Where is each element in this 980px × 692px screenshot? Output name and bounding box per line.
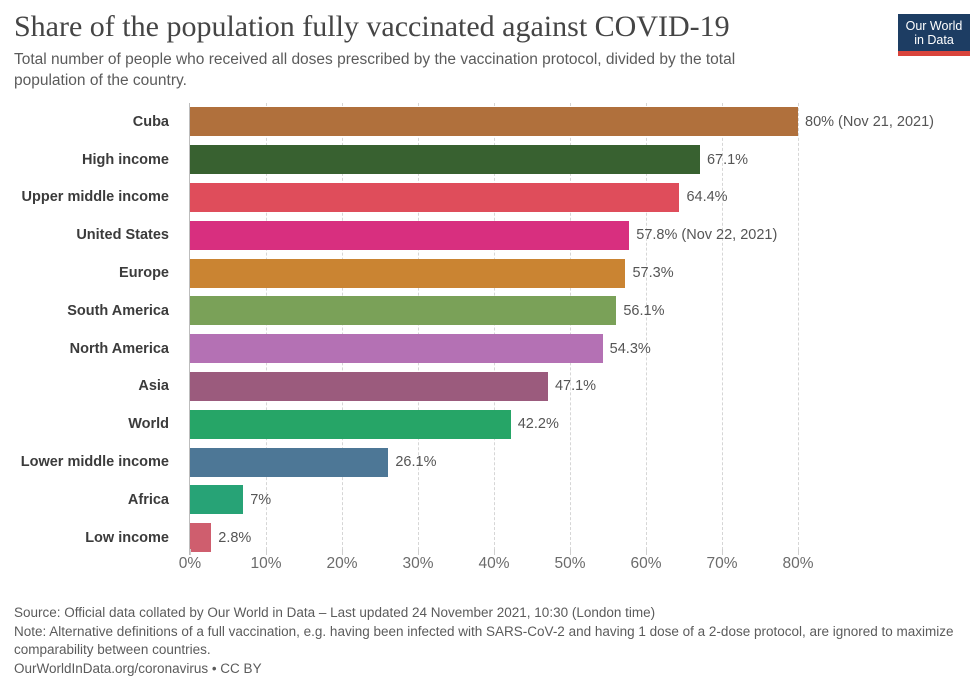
bar-value-label: 56.1%: [623, 302, 665, 319]
bar-row[interactable]: Africa 7%: [0, 481, 980, 519]
x-tick-mark: [798, 549, 799, 555]
x-tick-mark: [418, 549, 419, 555]
bar[interactable]: [190, 485, 244, 515]
bar-container: 54.3%: [190, 334, 651, 364]
x-tick-mark: [570, 549, 571, 555]
bar-row[interactable]: Low income 2.8%: [0, 519, 980, 557]
bar[interactable]: [190, 145, 700, 175]
bar-category-label: Upper middle income: [21, 189, 169, 206]
bar-row[interactable]: Cuba 80% (Nov 21, 2021): [0, 103, 980, 141]
bar[interactable]: [190, 447, 389, 477]
bar[interactable]: [190, 523, 212, 553]
bar-row[interactable]: Asia 47.1%: [0, 368, 980, 406]
x-tick-label: 0%: [178, 555, 202, 572]
bar-category-label: United States: [76, 227, 169, 244]
bar-value-label: 42.2%: [517, 416, 559, 433]
chart-header: Share of the population fully vaccinated…: [14, 10, 874, 91]
x-tick-mark: [494, 549, 495, 555]
x-tick-label: 50%: [554, 555, 586, 572]
bar-category-label: Cuba: [132, 113, 169, 130]
our-world-in-data-logo[interactable]: Our World in Data: [898, 14, 970, 56]
x-tick-label: 70%: [706, 555, 738, 572]
bar-value-label: 2.8%: [218, 529, 252, 546]
plot-area: Cuba 80% (Nov 21, 2021) High income 67.1% Up…: [0, 103, 980, 572]
bar-container: 2.8%: [190, 523, 252, 553]
chart-subtitle: Total number of people who received all …: [14, 51, 736, 89]
bar-row[interactable]: World 42.2%: [0, 405, 980, 443]
bar[interactable]: [190, 334, 603, 364]
x-tick-mark: [190, 549, 191, 555]
x-tick-label: 20%: [326, 555, 358, 572]
bar-value-label: 67.1%: [706, 151, 749, 168]
x-tick-mark: [646, 549, 647, 555]
bar-value-label: 57.8% (Nov 22, 2021): [636, 227, 778, 244]
bar-category-label: High income: [81, 151, 169, 168]
x-tick-label: 40%: [478, 555, 510, 572]
bar-category-label: Europe: [119, 265, 169, 282]
bar-value-label: 64.4%: [686, 189, 728, 206]
bar-row[interactable]: High income 67.1%: [0, 141, 980, 179]
bar-row[interactable]: Lower middle income 26.1%: [0, 443, 980, 481]
bar-value-label: 7%: [250, 491, 272, 508]
x-tick-label: 80%: [782, 555, 814, 572]
bar-row[interactable]: North America 54.3%: [0, 330, 980, 368]
bar-row[interactable]: United States 57.8% (Nov 22, 2021): [0, 216, 980, 254]
bar[interactable]: [190, 107, 798, 137]
bar-value-label: 26.1%: [395, 454, 437, 471]
bar-category-label: Low income: [85, 529, 169, 546]
bar-category-label: South America: [67, 302, 169, 319]
bar-value-label: 54.3%: [609, 340, 651, 357]
bar-container: 57.8% (Nov 22, 2021): [190, 220, 778, 250]
bar-container: 67.1%: [190, 145, 749, 175]
x-tick-label: 60%: [630, 555, 662, 572]
logo-line-1: Our World: [905, 19, 963, 33]
bar-category-label: Asia: [138, 378, 169, 395]
bar-category-label: Africa: [127, 491, 169, 508]
bar-container: 64.4%: [190, 182, 728, 212]
footer-link[interactable]: OurWorldInData.org/coronavirus • CC BY: [14, 660, 262, 676]
logo-line-2: in Data: [914, 33, 954, 47]
bar-row[interactable]: Upper middle income 64.4%: [0, 179, 980, 217]
bar-container: 47.1%: [190, 371, 597, 401]
chart-footer: Source: Official data collated by Our Wo…: [14, 604, 964, 678]
bar[interactable]: [190, 220, 630, 250]
bar-value-label: 47.1%: [554, 378, 597, 395]
bar[interactable]: [190, 182, 680, 212]
y-axis-line: [189, 103, 190, 555]
x-tick-label: 30%: [402, 555, 434, 572]
footer-note: Note: Alternative definitions of a full …: [14, 623, 954, 658]
bar[interactable]: [190, 258, 626, 288]
bar-container: 26.1%: [190, 447, 437, 477]
x-tick-label: 10%: [250, 555, 282, 572]
bar-category-label: World: [128, 416, 169, 433]
bar-row[interactable]: Europe 57.3%: [0, 254, 980, 292]
footer-source: Source: Official data collated by Our Wo…: [14, 605, 656, 620]
x-tick-mark: [266, 549, 267, 555]
bar-container: 42.2%: [190, 409, 559, 439]
x-tick-mark: [722, 549, 723, 555]
bar-container: 56.1%: [190, 296, 665, 326]
bar[interactable]: [190, 371, 548, 401]
x-axis: 0% 10% 20% 30% 40% 50% 60% 70% 80%: [0, 549, 980, 589]
bar-row[interactable]: South America 56.1%: [0, 292, 980, 330]
bar-category-label: North America: [69, 340, 169, 357]
bar-value-label: 80% (Nov 21, 2021): [805, 113, 934, 130]
bar-value-label: 57.3%: [632, 265, 674, 282]
bar-container: 80% (Nov 21, 2021): [190, 107, 934, 137]
x-tick-mark: [342, 549, 343, 555]
bar-container: 7%: [190, 485, 272, 515]
bar-category-label: Lower middle income: [20, 454, 169, 471]
page-title: Share of the population fully vaccinated…: [14, 10, 730, 43]
bar-container: 57.3%: [190, 258, 674, 288]
bar-rows: Cuba 80% (Nov 21, 2021) High income 67.1% Up…: [0, 103, 980, 557]
bar[interactable]: [190, 296, 617, 326]
bar[interactable]: [190, 409, 511, 439]
